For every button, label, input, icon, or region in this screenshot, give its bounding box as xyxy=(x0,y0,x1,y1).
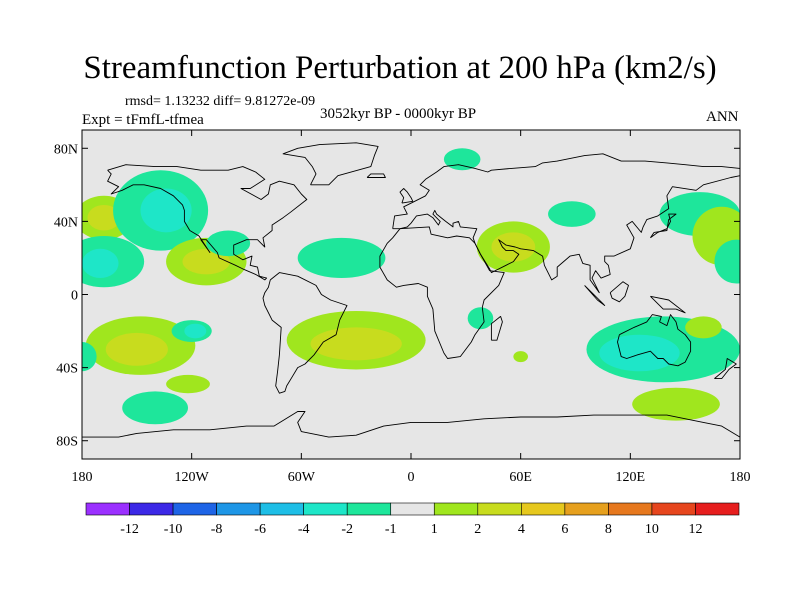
anomaly-pos-satl-core xyxy=(310,327,402,361)
x-tick-label: 60W xyxy=(288,470,316,485)
x-tick-label: 120W xyxy=(175,470,210,485)
coastline-australia xyxy=(617,314,692,367)
season-label: ANN xyxy=(706,109,739,125)
x-tick-label: 0 xyxy=(408,470,415,485)
colorbar-label: -8 xyxy=(211,522,223,537)
x-tick-label: 120E xyxy=(616,470,646,485)
colorbar-label: -1 xyxy=(385,522,397,537)
colorbar-label: -12 xyxy=(120,522,139,537)
colorbar-label: 10 xyxy=(645,522,659,537)
colorbar-swatch xyxy=(651,502,696,516)
colorbar-swatch xyxy=(695,502,740,516)
colorbar-swatch xyxy=(608,502,653,516)
coastline-indonesia xyxy=(584,285,606,306)
coastline-greenland xyxy=(282,142,379,186)
colorbar-swatch xyxy=(564,502,609,516)
anomaly-pos-aus-ne xyxy=(685,316,722,339)
coastline-africa xyxy=(379,226,505,359)
x-tick-label: 180 xyxy=(730,470,751,485)
anomaly-neg-far-spac xyxy=(82,342,97,372)
colorbar-swatch xyxy=(303,502,348,516)
colorbar-swatch xyxy=(216,502,261,516)
anomaly-neg-s-pac-low xyxy=(122,391,189,425)
colorbar-label: -6 xyxy=(254,522,266,537)
axis-ticks: 180 120W 60W 0 60E 120E 180 80N 40N 0 40S 80S xyxy=(54,130,751,485)
coastlines xyxy=(82,142,740,438)
coastline-south-america xyxy=(262,272,348,394)
colorbar-label: 12 xyxy=(688,522,702,537)
colorbar-swatch xyxy=(129,502,174,516)
anomaly-neg-arctic-small xyxy=(443,148,481,171)
y-tick-label: 80N xyxy=(54,142,78,157)
coastline-new-guinea xyxy=(650,295,686,314)
y-tick-label: 0 xyxy=(71,289,78,304)
anomaly-pos-aus-south xyxy=(632,387,720,421)
colorbar-swatch xyxy=(85,502,130,516)
y-tick-label: 40S xyxy=(56,362,78,377)
anomaly-pos-npac-west-core xyxy=(87,204,121,231)
colorbar-swatch xyxy=(346,502,392,516)
colorbar-label: -10 xyxy=(164,522,183,537)
anomaly-neg-aus-core xyxy=(599,334,680,372)
colorbar-swatch xyxy=(390,502,435,516)
colorbar-swatch xyxy=(521,502,566,516)
coastline-new-zealand xyxy=(714,358,737,380)
anomaly-neg-siberia xyxy=(548,201,596,227)
anomaly-neg-mexico xyxy=(206,230,251,257)
x-tick-label: 180 xyxy=(72,470,93,485)
anomaly-neg-trop-pac-core xyxy=(82,248,119,279)
colorbar-swatch xyxy=(477,502,522,516)
colorbar-label: 2 xyxy=(474,522,481,537)
coastline-antarctica xyxy=(82,411,740,438)
anomaly-neg-enpac xyxy=(714,239,740,284)
colorbar-label: 4 xyxy=(518,522,525,537)
anomaly-neg-npac-center-core xyxy=(140,188,192,233)
anomaly-pos-s-indian xyxy=(513,351,528,363)
anomaly-pos-spac-core xyxy=(105,332,168,366)
y-tick-label: 80S xyxy=(56,435,78,450)
colorbar-label: 8 xyxy=(605,522,612,537)
colorbar-label: -2 xyxy=(341,522,353,537)
anomaly-pos-s-pac-low xyxy=(166,374,210,394)
colorbar-swatch xyxy=(172,502,217,516)
coastline-uk xyxy=(399,188,414,204)
coastline-borneo xyxy=(609,281,629,303)
anomaly-neg-madagascar xyxy=(467,307,494,330)
colorbar-swatch xyxy=(259,502,304,516)
coastline-japan xyxy=(650,213,677,239)
x-tick-label: 60E xyxy=(509,470,532,485)
plot-title: Streamfunction Perturbation at 200 hPa (… xyxy=(83,50,717,86)
anomaly-neg-atlantic xyxy=(297,237,386,279)
y-tick-label: 40N xyxy=(54,215,78,230)
anomaly-contours xyxy=(82,148,740,425)
colorbar: -12 -10 -8 -6 -4 -2 -1 1 2 4 6 8 10 12 xyxy=(85,502,740,537)
coastline-madagascar xyxy=(490,315,503,341)
colorbar-label: 6 xyxy=(561,522,568,537)
time-period-label: 3052kyr BP - 0000kyr BP xyxy=(320,106,477,122)
coastline-eurasia xyxy=(392,153,740,294)
colorbar-label: -4 xyxy=(298,522,310,537)
colorbar-swatch xyxy=(433,502,479,516)
anomaly-neg-spac-small-core xyxy=(184,323,207,339)
experiment-label: Expt = tFmfL-tfmea xyxy=(82,112,204,128)
rmsd-diff-stats: rmsd= 1.13232 diff= 9.81272e-09 xyxy=(125,94,316,109)
colorbar-label: 1 xyxy=(431,522,438,537)
coastline-north-america xyxy=(107,164,308,281)
coastline-iceland xyxy=(366,173,386,178)
